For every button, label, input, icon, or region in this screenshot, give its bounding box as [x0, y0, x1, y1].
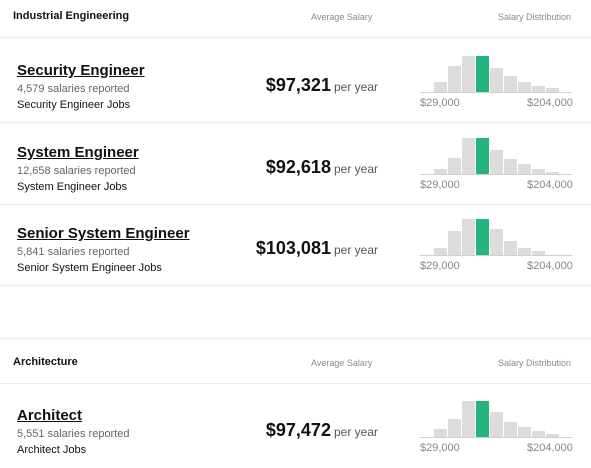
histogram-bar [448, 66, 461, 92]
jobs-link[interactable]: Senior System Engineer Jobs [17, 262, 162, 274]
section-divider [0, 338, 591, 339]
histogram-bar [532, 86, 545, 92]
histogram-bar [490, 150, 503, 174]
salary-distribution-histogram [420, 56, 572, 93]
histogram-baseline [420, 255, 572, 256]
salary-range-min: $29,000 [420, 97, 460, 109]
histogram-bar [462, 219, 475, 255]
salary-unit: per year [333, 80, 378, 94]
salary-amount: $92,618 [265, 157, 331, 177]
salary-distribution-column-label: Salary Distribution [498, 358, 572, 368]
salary-range-max: $204,000 [527, 442, 573, 454]
histogram-bar [434, 82, 447, 92]
histogram-bar [518, 164, 531, 174]
average-salary: $92,618 per year [266, 157, 378, 178]
job-title-link[interactable]: Architect [17, 407, 83, 424]
histogram-bar [546, 172, 559, 174]
histogram-bar [504, 159, 517, 174]
histogram-baseline [420, 174, 572, 175]
histogram-bar [518, 427, 531, 437]
histogram-bar [490, 68, 503, 92]
salary-distribution-histogram [420, 401, 572, 438]
salary-amount: $103,081 [255, 238, 331, 258]
salary-range-max: $204,000 [527, 260, 573, 272]
salaries-reported-count: 5,551 salaries reported [17, 428, 130, 440]
section-header-industrial-engineering: Industrial Engineering Average Salary Sa… [0, 0, 591, 38]
jobs-link[interactable]: System Engineer Jobs [17, 181, 128, 193]
histogram-bar [448, 231, 461, 255]
histogram-bar [532, 169, 545, 174]
job-title-link[interactable]: Senior System Engineer [17, 225, 190, 242]
histogram-bar [490, 412, 503, 437]
job-row-system-engineer: System Engineer 12,658 salaries reported… [0, 124, 591, 205]
salary-unit: per year [333, 162, 378, 176]
histogram-bar [448, 158, 461, 174]
salary-range-max: $204,000 [527, 179, 573, 191]
job-title-link[interactable]: Security Engineer [17, 62, 145, 79]
histogram-bar [476, 219, 489, 255]
histogram-bar [476, 56, 489, 92]
salary-range-min: $29,000 [420, 179, 460, 191]
jobs-link[interactable]: Security Engineer Jobs [17, 99, 131, 111]
section-title: Architecture [13, 356, 78, 368]
histogram-baseline [420, 92, 572, 93]
section-header-architecture: Architecture Average Salary Salary Distr… [0, 346, 591, 384]
average-salary-column-label: Average Salary [311, 358, 373, 368]
histogram-bar [490, 229, 503, 255]
histogram-bar [434, 429, 447, 437]
histogram-bar [532, 431, 545, 437]
salaries-reported-count: 5,841 salaries reported [17, 246, 130, 258]
histogram-bar [476, 138, 489, 174]
histogram-bar [518, 82, 531, 92]
salaries-reported-count: 4,579 salaries reported [17, 83, 130, 95]
histogram-bar [532, 251, 545, 255]
salary-distribution-histogram [420, 138, 572, 175]
histogram-bar [518, 248, 531, 255]
average-salary-column-label: Average Salary [311, 12, 373, 22]
average-salary: $103,081 per year [256, 238, 378, 259]
jobs-link[interactable]: Architect Jobs [17, 444, 87, 456]
salaries-reported-count: 12,658 salaries reported [17, 165, 136, 177]
histogram-bar [504, 76, 517, 92]
salary-amount: $97,472 [265, 420, 331, 440]
histogram-bar [546, 434, 559, 437]
salary-unit: per year [333, 425, 378, 439]
histogram-bar [546, 88, 559, 92]
average-salary: $97,472 per year [266, 420, 378, 441]
average-salary: $97,321 per year [266, 75, 378, 96]
job-title-link[interactable]: System Engineer [17, 144, 139, 161]
salary-range-min: $29,000 [420, 260, 460, 272]
histogram-bar [434, 169, 447, 174]
histogram-bar [434, 248, 447, 255]
salary-distribution-column-label: Salary Distribution [498, 12, 572, 22]
salary-range-min: $29,000 [420, 442, 460, 454]
histogram-baseline [420, 437, 572, 438]
job-row-security-engineer: Security Engineer 4,579 salaries reporte… [0, 42, 591, 123]
job-row-senior-system-engineer: Senior System Engineer 5,841 salaries re… [0, 205, 591, 286]
section-title: Industrial Engineering [13, 10, 130, 22]
histogram-bar [476, 401, 489, 437]
histogram-bar [462, 138, 475, 174]
salary-unit: per year [333, 243, 378, 257]
salary-distribution-histogram [420, 219, 572, 256]
histogram-bar [448, 419, 461, 437]
histogram-bar [504, 422, 517, 437]
job-row-architect: Architect 5,551 salaries reported Archit… [0, 387, 591, 468]
histogram-bar [462, 56, 475, 92]
salary-range-max: $204,000 [527, 97, 573, 109]
histogram-bar [504, 241, 517, 255]
salary-amount: $97,321 [265, 75, 331, 95]
histogram-bar [462, 401, 475, 437]
